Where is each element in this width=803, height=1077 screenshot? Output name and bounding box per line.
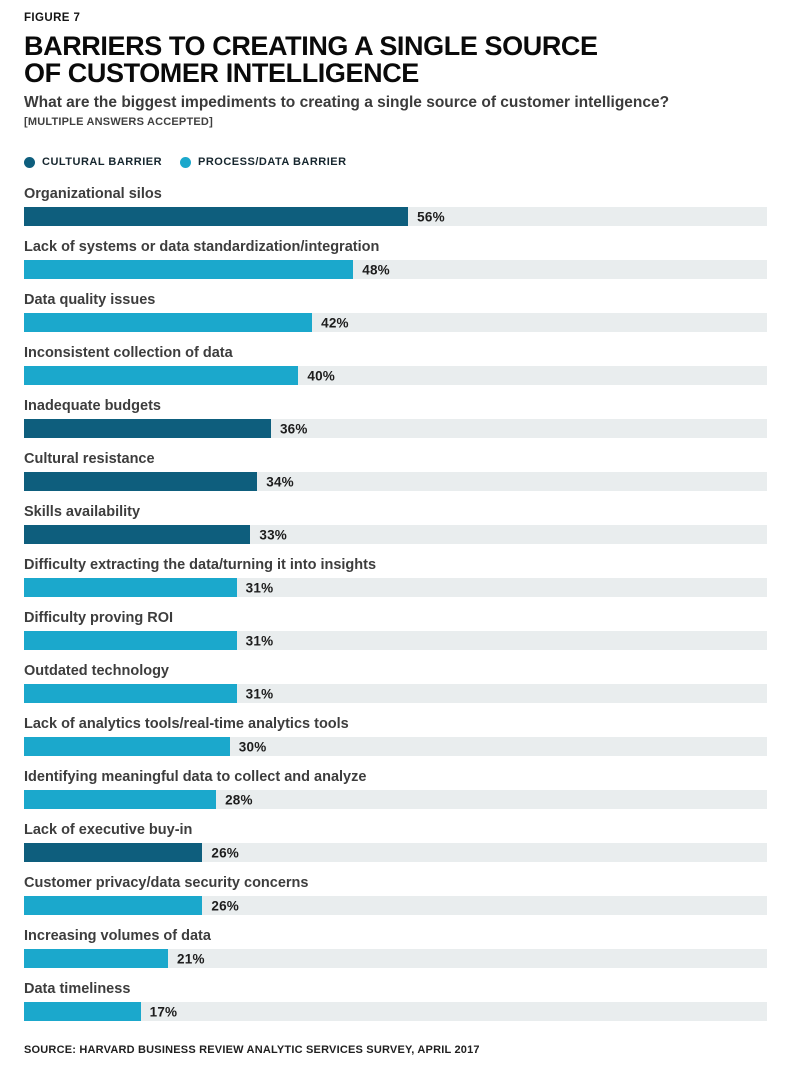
chart-row: Cultural resistance 34% [24, 450, 779, 491]
chart-row: Difficulty extracting the data/turning i… [24, 556, 779, 597]
bar-value: 40% [307, 368, 336, 383]
bar-fill [24, 737, 230, 756]
bar-fill [24, 313, 313, 332]
bar-label: Organizational silos [24, 186, 162, 202]
legend: CULTURAL BARRIER PROCESS/DATA BARRIER [24, 156, 779, 168]
chart-row: Data timeliness 17% [24, 980, 779, 1021]
chart-row: Increasing volumes of data 21% [24, 927, 779, 968]
bar-value: 31% [245, 686, 274, 701]
bar-label: Skills availability [24, 504, 141, 520]
bar-value: 28% [225, 792, 253, 807]
bar-label: Customer privacy/data security concerns [24, 875, 309, 891]
bar-fill [24, 896, 203, 915]
chart-row: Difficulty proving ROI 31% [24, 609, 779, 650]
bar-value: 48% [362, 262, 390, 277]
bar-label: Lack of systems or data standardization/… [24, 239, 380, 255]
chart-note: [MULTIPLE ANSWERS ACCEPTED] [24, 116, 213, 128]
bar-fill [24, 366, 299, 385]
bar-value: 42% [321, 315, 349, 330]
chart-row: Organizational silos 56% [24, 185, 779, 226]
chart-row: Inconsistent collection of data 40% [24, 344, 779, 385]
bar-label: Cultural resistance [24, 451, 155, 467]
page-title: BARRIERS TO CREATING A SINGLE SOURCE OF … [24, 31, 598, 88]
bar-value: 31% [245, 580, 274, 595]
bar-value: 36% [279, 421, 308, 436]
bar-label: Lack of executive buy-in [24, 822, 193, 838]
bar-fill [24, 843, 203, 862]
bar-fill [24, 260, 354, 279]
legend-item-process: PROCESS/DATA BARRIER [180, 156, 347, 168]
legend-label-cultural: CULTURAL BARRIER [42, 156, 163, 168]
bar-fill [24, 472, 258, 491]
bar-label: Data quality issues [24, 292, 156, 308]
bar-value: 17% [149, 1004, 178, 1019]
chart-subtitle: What are the biggest impediments to crea… [24, 94, 670, 111]
bar-track: 40% [24, 366, 767, 385]
bar-label: Increasing volumes of data [24, 928, 211, 944]
bar-label: Inconsistent collection of data [24, 345, 233, 361]
bar-fill [24, 419, 271, 438]
bar-value: 31% [245, 633, 274, 648]
chart-row: Identifying meaningful data to collect a… [24, 768, 779, 809]
bar-label: Difficulty extracting the data/turning i… [24, 557, 377, 573]
chart-row: Inadequate budgets 36% [24, 397, 779, 438]
bar-track: 26% [24, 843, 767, 862]
bar-track: 42% [24, 313, 767, 332]
chart-row: Lack of systems or data standardization/… [24, 238, 779, 279]
cultural-barrier-dot-icon [24, 156, 35, 168]
bar-track: 36% [24, 419, 767, 438]
bar-label: Identifying meaningful data to collect a… [24, 769, 367, 785]
bar-track: 31% [24, 578, 767, 597]
bar-fill [24, 790, 217, 809]
legend-label-process: PROCESS/DATA BARRIER [198, 156, 347, 168]
bar-track: 34% [24, 472, 767, 491]
chart-row: Lack of executive buy-in 26% [24, 821, 779, 862]
bar-value: 21% [177, 951, 205, 966]
chart-row: Skills availability 33% [24, 503, 779, 544]
bar-track: 21% [24, 949, 767, 968]
bar-value: 30% [238, 739, 267, 754]
legend-item-cultural: CULTURAL BARRIER [24, 156, 162, 168]
bar-fill [24, 525, 251, 544]
bar-fill [24, 684, 237, 703]
bar-track: 56% [24, 207, 767, 226]
bar-value: 56% [417, 209, 445, 224]
chart-row: Outdated technology 31% [24, 662, 779, 703]
chart-row: Lack of analytics tools/real-time analyt… [24, 715, 779, 756]
bar-track: 28% [24, 790, 767, 809]
chart-row: Customer privacy/data security concerns 2… [24, 874, 779, 915]
bar-track: 17% [24, 1002, 767, 1021]
bar-fill [24, 578, 237, 597]
bar-chart: Organizational silos 56% Lack of systems o… [24, 185, 779, 1021]
chart-row: Data quality issues 42% [24, 291, 779, 332]
bar-track: 33% [24, 525, 767, 544]
bar-value: 34% [266, 474, 294, 489]
bar-value: 33% [259, 527, 287, 542]
bar-fill [24, 949, 169, 968]
bar-label: Outdated technology [24, 663, 169, 679]
bar-track: 31% [24, 684, 767, 703]
bar-fill [24, 631, 237, 650]
bar-track: 30% [24, 737, 767, 756]
source-note: SOURCE: HARVARD BUSINESS REVIEW ANALYTIC… [24, 1044, 480, 1056]
bar-label: Lack of analytics tools/real-time analyt… [24, 716, 349, 732]
bar-value: 26% [211, 845, 239, 860]
process-data-barrier-dot-icon [180, 156, 192, 168]
bar-label: Inadequate budgets [24, 398, 161, 414]
bar-label: Difficulty proving ROI [24, 610, 174, 626]
bar-track: 31% [24, 631, 767, 650]
bar-fill [24, 1002, 141, 1021]
bar-value: 26% [211, 898, 239, 913]
bar-track: 26% [24, 896, 767, 915]
bar-label: Data timeliness [24, 981, 131, 997]
bar-fill [24, 207, 409, 226]
bar-track: 48% [24, 260, 767, 279]
figure-label: FIGURE 7 [24, 12, 81, 24]
